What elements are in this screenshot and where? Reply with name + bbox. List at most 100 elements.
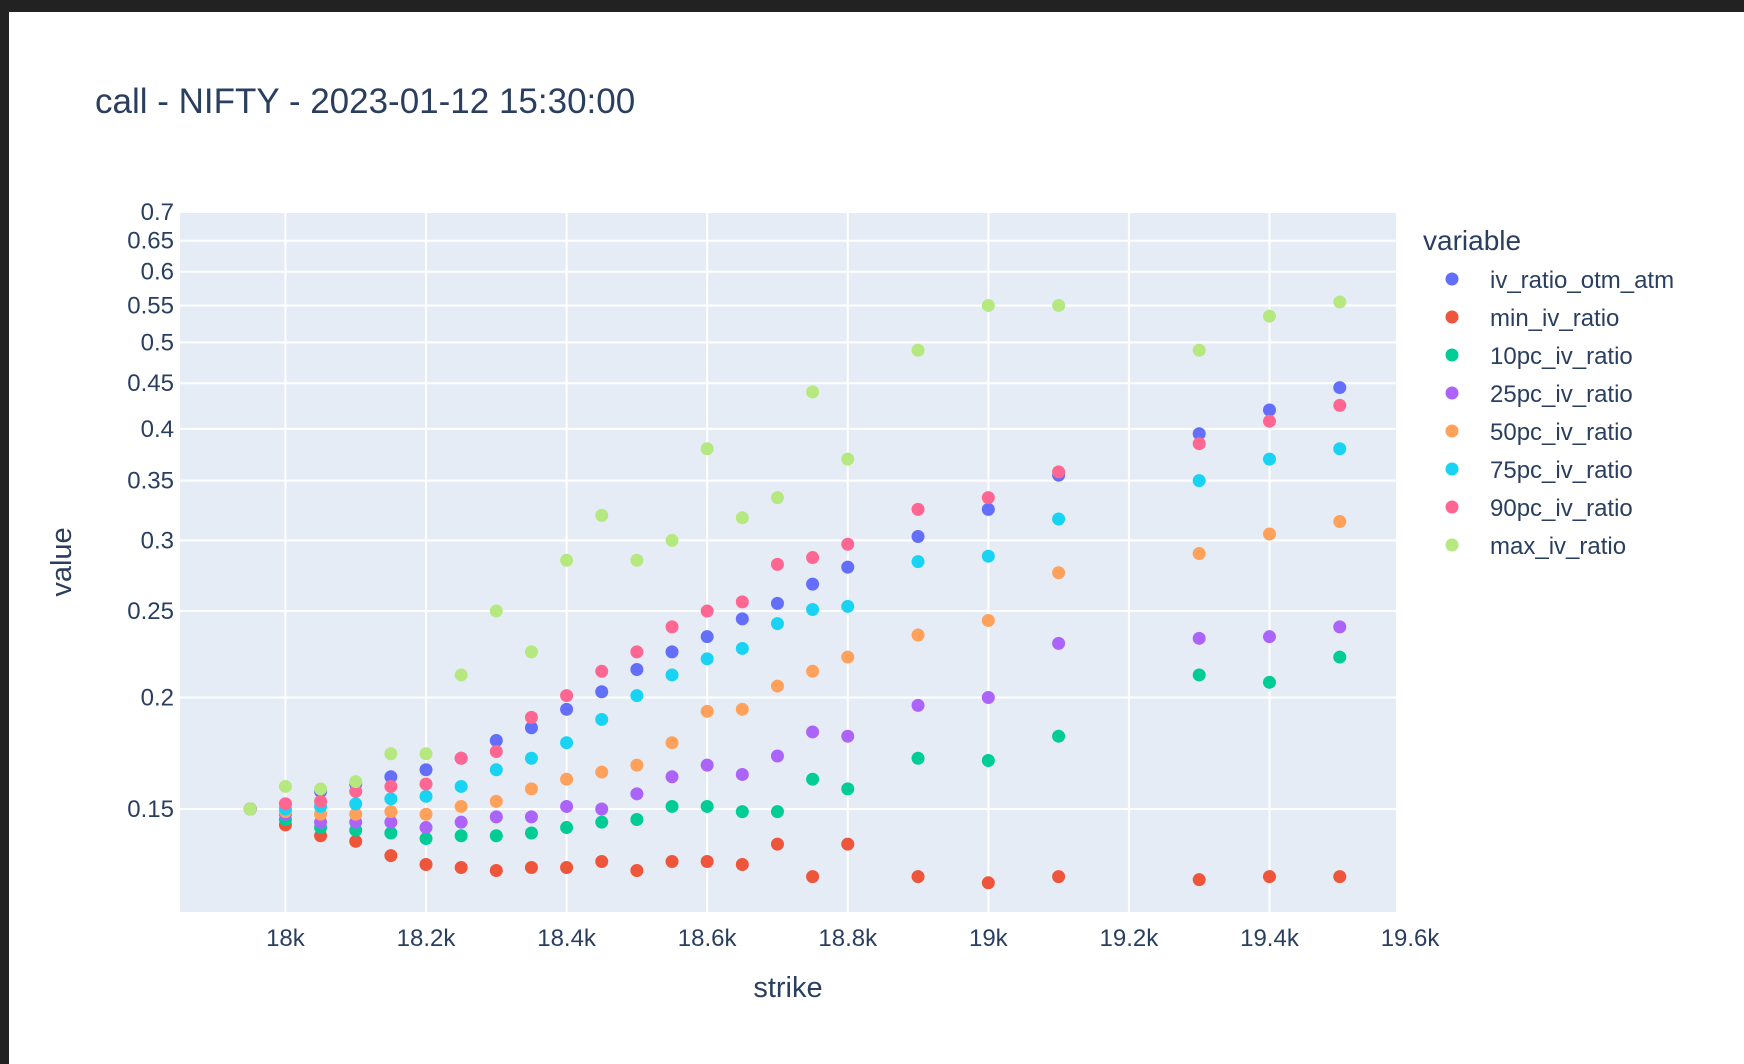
data-point [735, 767, 749, 781]
chart-title: call - NIFTY - 2023-01-12 15:30:00 [95, 82, 635, 121]
chart-frame: call - NIFTY - 2023-01-12 15:30:00 18k 18… [9, 12, 1744, 1064]
data-point [981, 549, 995, 563]
data-point [700, 604, 714, 618]
data-point [278, 779, 292, 793]
data-point [911, 555, 925, 569]
data-point [560, 860, 574, 874]
legend-item-10pc_iv_ratio[interactable]: 10pc_iv_ratio [1445, 343, 1633, 370]
data-point [595, 508, 609, 522]
legend-item-75pc_iv_ratio[interactable]: 75pc_iv_ratio [1445, 457, 1633, 484]
legend-item-min_iv_ratio[interactable]: min_iv_ratio [1445, 305, 1620, 332]
data-point [806, 664, 820, 678]
data-point [384, 805, 398, 819]
data-point [981, 502, 995, 516]
data-point [524, 751, 538, 765]
data-point [384, 747, 398, 761]
data-point [735, 702, 749, 716]
data-point [384, 779, 398, 793]
legend-item-iv_ratio_otm_atm[interactable]: iv_ratio_otm_atm [1445, 267, 1675, 294]
data-point [349, 807, 363, 821]
data-point [665, 668, 679, 682]
data-point [841, 729, 855, 743]
legend-marker [1445, 424, 1459, 438]
x-tick-label: 18.8k [818, 925, 878, 952]
data-point [454, 829, 468, 843]
legend-item-50pc_iv_ratio[interactable]: 50pc_iv_ratio [1445, 419, 1633, 446]
data-point [1333, 381, 1347, 395]
data-points [243, 295, 1347, 890]
data-point [911, 698, 925, 712]
data-point [595, 855, 609, 869]
data-point [1262, 309, 1276, 323]
data-point [349, 797, 363, 811]
data-point [278, 797, 292, 811]
x-tick-label: 18.2k [397, 925, 457, 952]
legend-label: iv_ratio_otm_atm [1490, 267, 1674, 294]
data-point [735, 612, 749, 626]
x-tick-label: 19.4k [1240, 925, 1300, 952]
data-point [700, 855, 714, 869]
plot-area [180, 212, 1396, 912]
data-point [419, 832, 433, 846]
data-point [595, 685, 609, 699]
data-point [700, 704, 714, 718]
data-point [454, 668, 468, 682]
data-point [489, 604, 503, 618]
data-point [419, 763, 433, 777]
data-point [419, 807, 433, 821]
data-point [419, 777, 433, 791]
data-point [1052, 636, 1066, 650]
series-max_iv_ratio [243, 295, 1347, 816]
series-90pc_iv_ratio [243, 398, 1347, 816]
data-point [349, 834, 363, 848]
data-point [630, 662, 644, 676]
y-tick-label: 0.4 [141, 416, 174, 443]
data-point [1192, 474, 1206, 488]
data-point [806, 602, 820, 616]
data-point [489, 810, 503, 824]
data-point [524, 645, 538, 659]
data-point [384, 826, 398, 840]
series-10pc_iv_ratio [243, 650, 1347, 846]
data-point [770, 596, 784, 610]
data-point [1262, 403, 1276, 417]
legend-item-max_iv_ratio[interactable]: max_iv_ratio [1445, 533, 1627, 560]
y-tick-label: 0.45 [127, 370, 174, 397]
legend-label: min_iv_ratio [1490, 305, 1619, 332]
data-point [1052, 465, 1066, 479]
data-point [524, 782, 538, 796]
data-point [1333, 442, 1347, 456]
data-point [314, 782, 328, 796]
data-point [560, 689, 574, 703]
data-point [560, 736, 574, 750]
data-point [665, 799, 679, 813]
legend-marker [1445, 348, 1459, 362]
data-point [630, 787, 644, 801]
data-point [981, 876, 995, 890]
data-point [1333, 295, 1347, 309]
legend-item-25pc_iv_ratio[interactable]: 25pc_iv_ratio [1445, 381, 1633, 408]
data-point [911, 530, 925, 544]
legend-label: max_iv_ratio [1490, 533, 1626, 560]
legend-item-90pc_iv_ratio[interactable]: 90pc_iv_ratio [1445, 495, 1633, 522]
x-axis-title: strike [753, 972, 822, 1004]
x-axis-ticks: 18k 18.2k 18.4k 18.6k 18.8k 19k 19.2k 19.4k 19.6… [266, 925, 1440, 952]
data-point [489, 829, 503, 843]
data-point [735, 857, 749, 871]
data-point [1052, 512, 1066, 526]
x-tick-label: 19k [969, 925, 1009, 952]
data-point [806, 870, 820, 884]
data-point [419, 821, 433, 835]
data-point [1052, 729, 1066, 743]
y-tick-label: 0.6 [141, 259, 174, 286]
y-tick-label: 0.55 [127, 292, 174, 319]
data-point [524, 810, 538, 824]
data-point [489, 734, 503, 748]
data-point [770, 749, 784, 763]
y-tick-label: 0.65 [127, 228, 174, 255]
data-point [560, 821, 574, 835]
data-point [384, 849, 398, 863]
x-tick-label: 18k [266, 925, 306, 952]
y-tick-label: 0.15 [127, 796, 174, 823]
data-point [841, 837, 855, 851]
